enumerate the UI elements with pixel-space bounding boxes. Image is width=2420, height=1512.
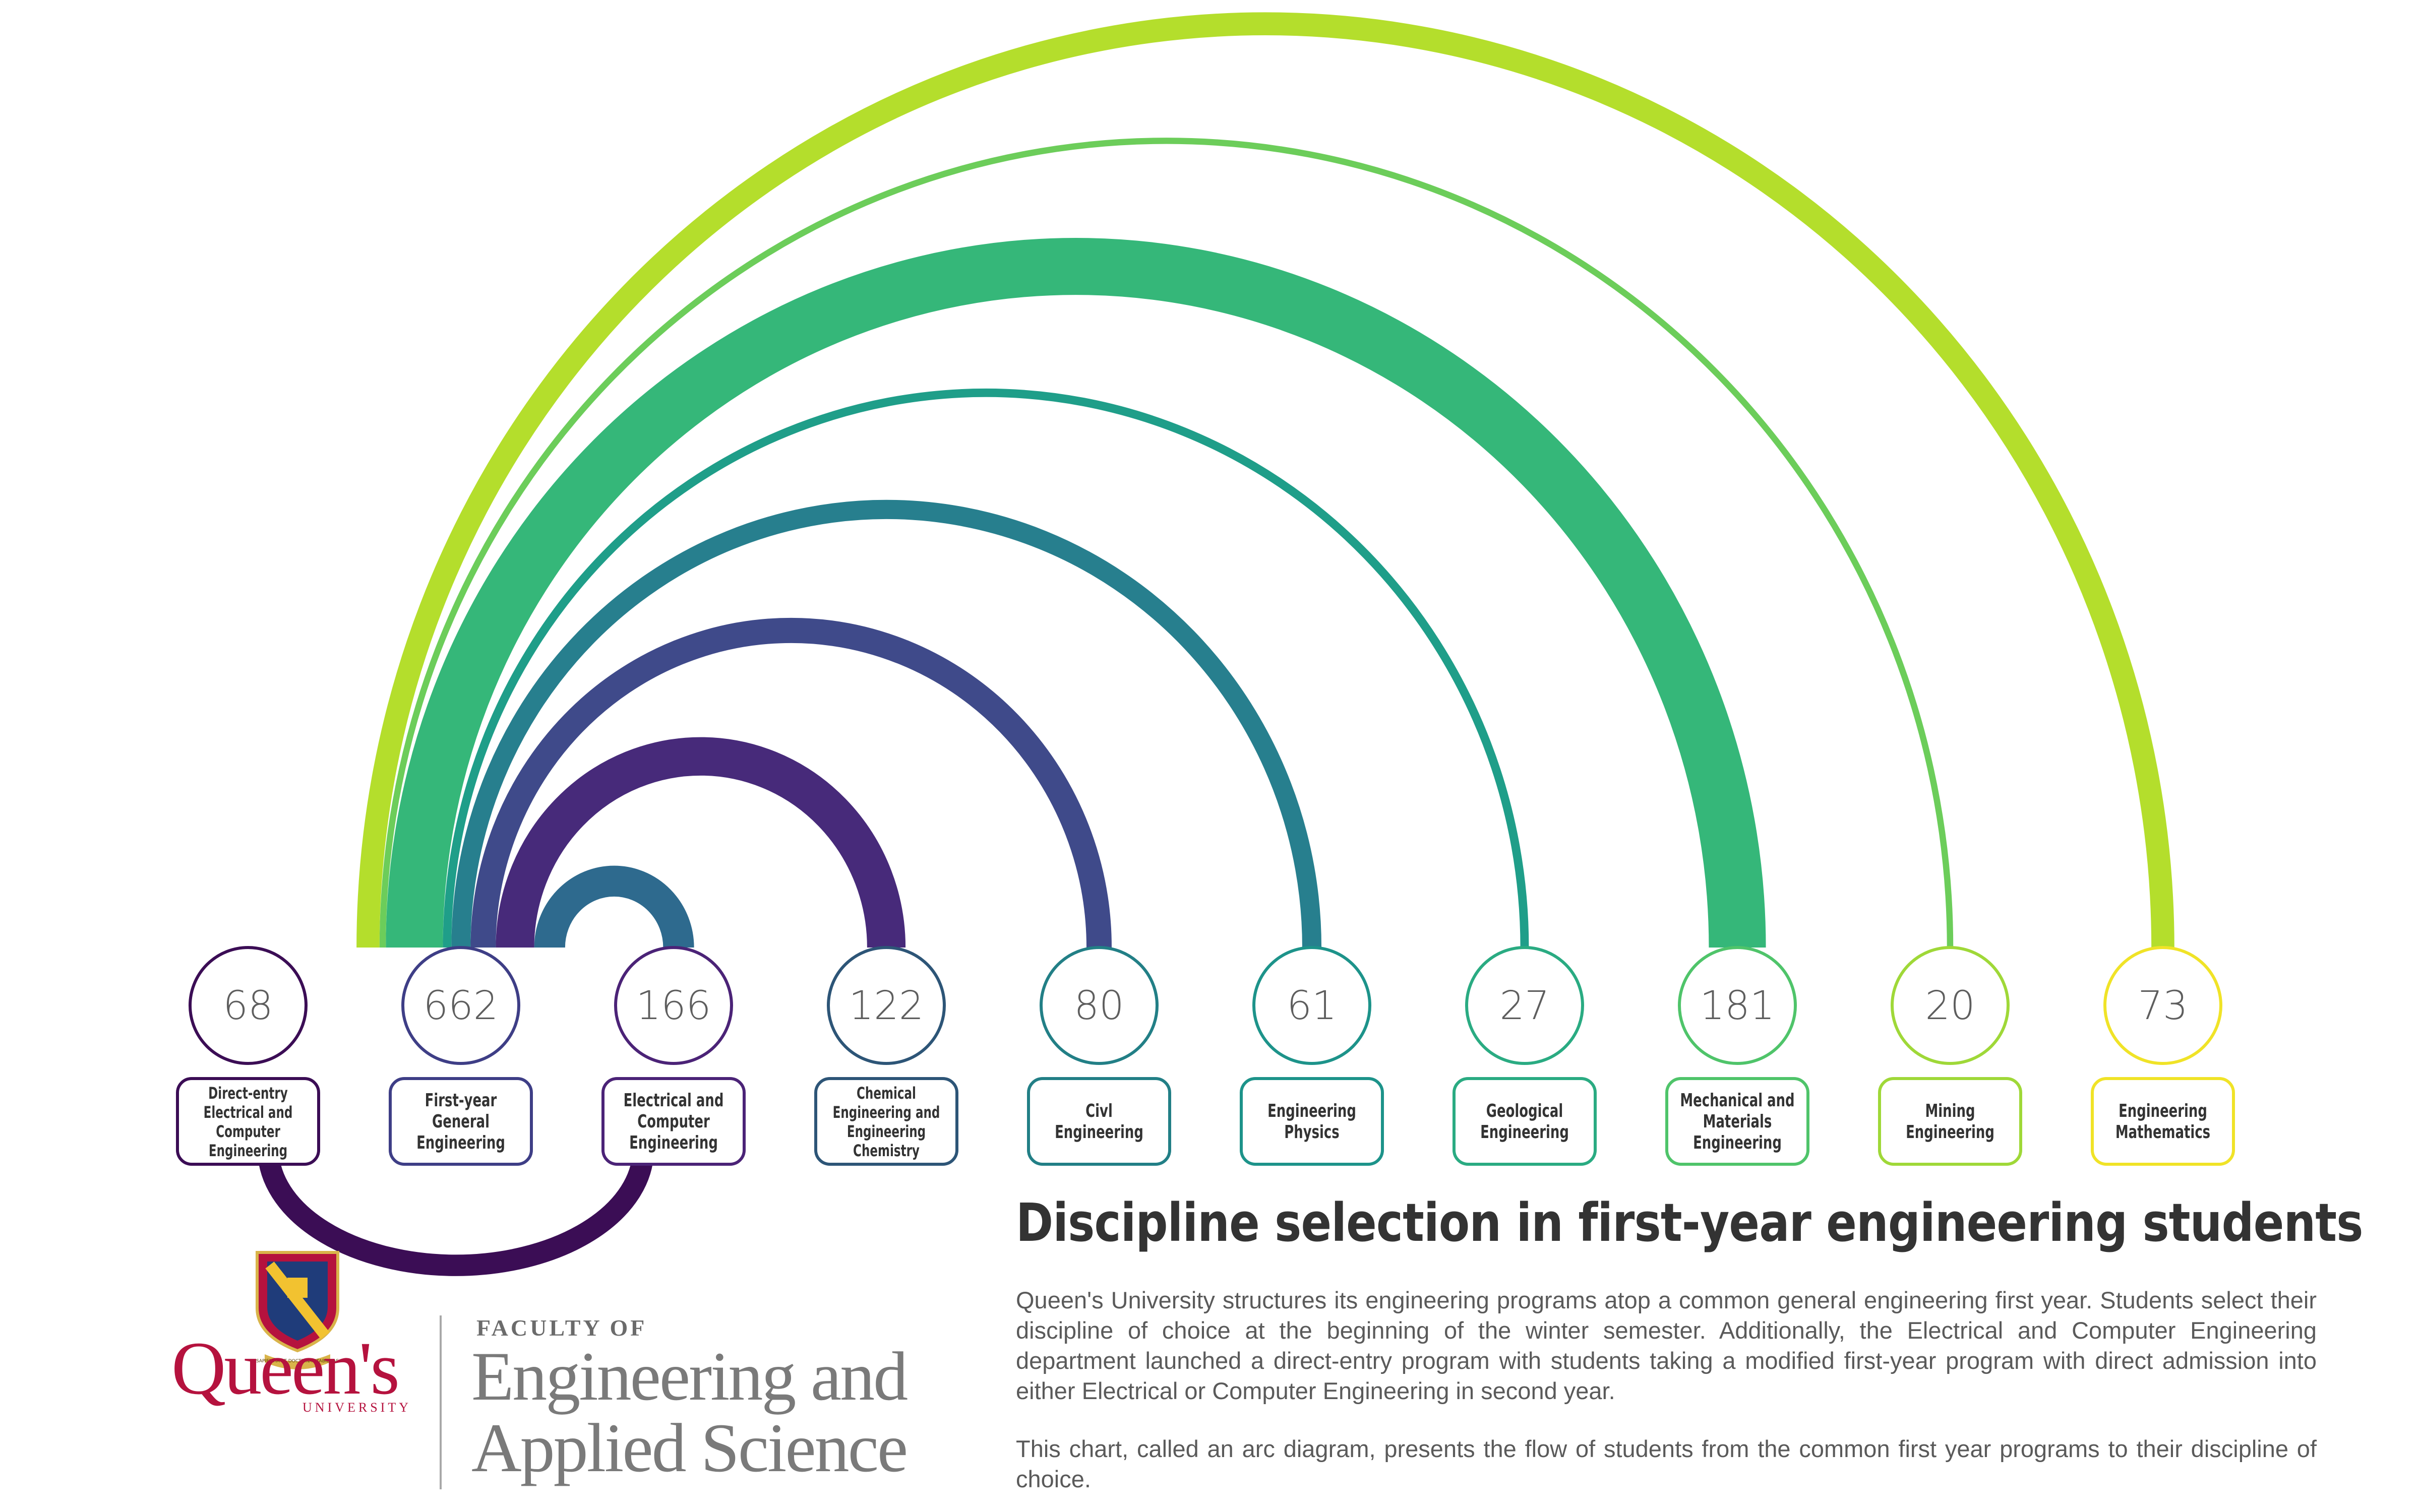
node-label-line-fy-1: General [432,1111,490,1132]
node-label-line-chem-2: Engineering [847,1122,926,1141]
arc-links [257,12,2174,1276]
node-label-line-chem-0: Chemical [857,1084,916,1103]
node-label-line-chem-3: Chemistry [853,1141,920,1160]
arc-link-fy-geo [443,388,1529,948]
node-value-chem: 122 [849,983,924,1029]
node-value-mining: 20 [1925,983,1975,1029]
node-circle-fy [401,946,520,1065]
arc-link-fy-ece [534,865,694,948]
arc-link-fy-ephys [451,500,1322,948]
node-label-line-mining-0: Mining [1925,1101,1975,1121]
node-value-civil: 80 [1074,983,1124,1029]
node-label-line-de-2: Computer [216,1122,280,1141]
queens-crest-icon: SAPIENTIA ET DOCTRINA STABILITAS [256,1251,339,1369]
faculty-name-line-1: Engineering and [471,1338,908,1415]
node-label-box-mining [1878,1077,2022,1166]
node-label-line-chem-1: Engineering and [833,1103,940,1122]
node-value-fy: 662 [424,983,499,1029]
node-label-box-de [176,1077,320,1166]
node-label-box-mech [1665,1077,1809,1166]
node-circle-civil [1040,946,1159,1065]
node-label-line-mech-0: Mechanical and [1680,1090,1794,1111]
node-label-line-ephys-1: Physics [1284,1122,1339,1143]
node-label-line-geo-0: Geological [1486,1101,1563,1121]
node-circle-ephys [1252,946,1371,1065]
node-label-line-mech-1: Materials [1703,1111,1772,1132]
node-label-line-mech-2: Engineering [1693,1132,1782,1153]
node-label-line-ephys-0: Engineering [1267,1101,1356,1121]
arc-link-de-ece [257,1149,654,1276]
arc-link-fy-mining [379,137,1954,948]
logo-divider [440,1315,442,1489]
node-label-line-ece-0: Electrical and [624,1090,724,1111]
node-value-math: 73 [2138,983,2188,1029]
node-label-box-chem [814,1077,958,1166]
node-label-box-geo [1453,1077,1597,1166]
node-label-line-civil-1: Engineering [1055,1122,1143,1143]
arc-link-fy-math [356,12,2174,948]
page-title: Discipline selection in first-year engin… [1016,1192,2364,1253]
node-circle-mining [1891,946,2010,1065]
node-label-line-de-3: Engineering [209,1141,287,1160]
node-label-line-math-1: Mathematics [2115,1122,2210,1143]
node-value-de: 68 [223,983,273,1029]
node-label-box-ephys [1240,1077,1384,1166]
node-circle-geo [1465,946,1584,1065]
node-label-line-mining-1: Engineering [1906,1122,1994,1143]
chart-explanation-paragraph: This chart, called an arc diagram, prese… [1016,1435,2317,1492]
node-label-box-civil [1027,1077,1171,1166]
node-label-box-math [2091,1077,2235,1166]
queens-university-label: UNIVERSITY [302,1400,411,1415]
node-value-geo: 27 [1499,983,1549,1029]
node-value-mech: 181 [1700,983,1775,1029]
node-value-ephys: 61 [1287,983,1337,1029]
node-label-line-ece-1: Computer [637,1111,710,1132]
node-label-line-math-0: Engineering [2119,1101,2207,1121]
faculty-name-line-2: Applied Science [471,1409,908,1486]
node-circle-ece [614,946,733,1065]
node-label-line-fy-2: Engineering [416,1132,505,1153]
node-circle-chem [827,946,946,1065]
arc-link-fy-mech [386,238,1766,948]
faculty-of-label: FACULTY OF [476,1315,647,1341]
crest-motto: SAPIENTIA ET DOCTRINA STABILITAS [256,1359,339,1364]
node-circle-de [189,946,308,1065]
node-label-line-de-0: Direct-entry [208,1084,288,1103]
node-label-line-fy-0: First-year [425,1090,497,1111]
node-label-box-ece [601,1077,746,1166]
node-label-line-geo-1: Engineering [1480,1122,1569,1143]
node-label-line-ece-2: Engineering [629,1132,718,1153]
faculty-name: Engineering and Applied Science [471,1338,908,1486]
queens-wordmark: Queen's [171,1327,400,1410]
node-label-box-fy [389,1077,533,1166]
arc-link-fy-chem [496,737,906,948]
arc-link-fy-civil [470,618,1112,948]
node-circle-math [2103,946,2222,1065]
node-label-line-civil-0: Civl [1085,1101,1113,1121]
node-label-line-de-1: Electrical and [204,1103,293,1122]
description-paragraph: Queen's University structures its engine… [1016,1287,2317,1404]
node-circle-mech [1678,946,1797,1065]
node-value-ece: 166 [636,983,711,1029]
